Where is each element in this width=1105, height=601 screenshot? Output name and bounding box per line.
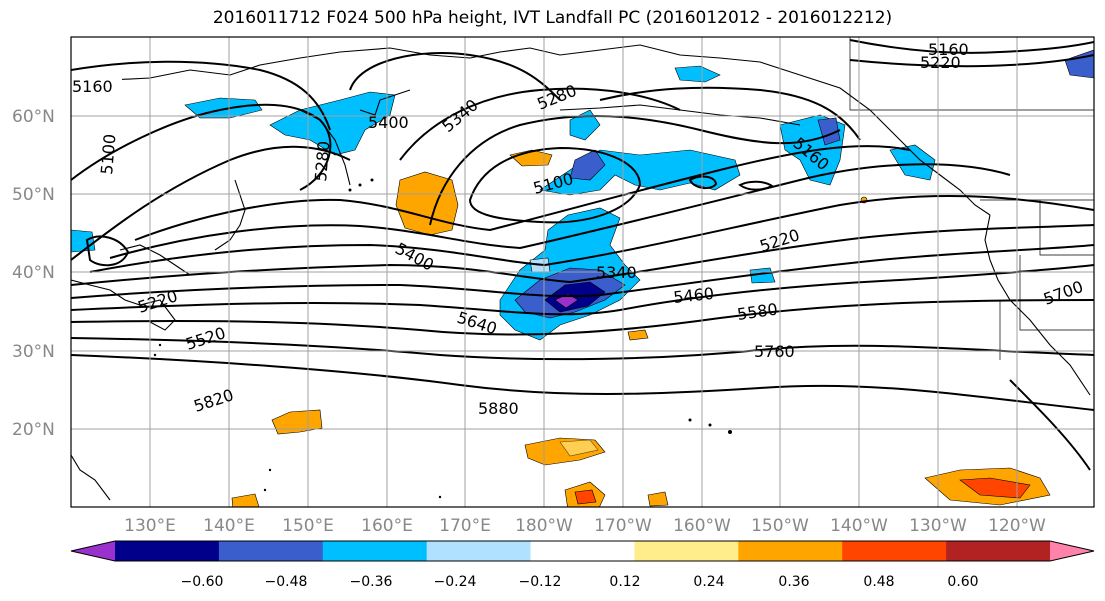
lat-label: 50°N [12,185,55,205]
lat-label: 30°N [12,342,55,362]
colorbar-tick-label: −0.12 [519,574,562,590]
lon-label: 140°E [203,516,255,536]
contour-label: 5880 [478,399,519,418]
colorbar-tick-label: 0.12 [609,574,640,590]
contour-label: 5340 [596,263,637,282]
lon-label: 160°W [673,516,731,536]
colorbar [70,540,1095,562]
map-title: 2016011712 F024 500 hPa height, IVT Land… [212,8,893,28]
colorbar-extend-low [71,541,115,561]
contour-label: 5220 [920,53,961,72]
colorbar-tick-label: −0.48 [265,574,308,590]
lon-label: 170°W [594,516,652,536]
lon-label: 170°E [439,516,491,536]
colorbar-segment [115,541,220,561]
contour-label: 5460 [672,284,714,307]
colorbar-segment [738,541,843,561]
colorbar-tick-label: 0.48 [863,574,894,590]
map-border [70,36,1095,508]
colorbar-segment [530,541,635,561]
lon-label: 130°W [909,516,967,536]
longitude-labels: 130°E 140°E 150°E 160°E 170°E 180°W 170°… [124,516,1046,536]
lon-label: 120°W [988,516,1046,536]
colorbar-segment [946,541,1051,561]
colorbar-tick-label: 0.24 [693,574,724,590]
colorbar-tick-label: −0.60 [181,574,224,590]
contour-label: 5400 [368,113,409,132]
political-boundaries [849,37,1094,360]
colorbar-outline [70,540,1095,562]
latitude-labels: 60°N 50°N 40°N 30°N 20°N [12,107,55,440]
lon-label: 160°E [361,516,413,536]
contour-label: 5160 [928,40,969,59]
contour-label: 5760 [754,342,795,361]
colorbar-tick-label: −0.24 [434,574,477,590]
colorbar-segment [322,541,428,561]
contour-label: 5100 [97,133,119,175]
lat-label: 40°N [12,263,55,283]
colorbar-extend-high [1050,541,1094,561]
lon-label: 180°W [515,516,573,536]
colorbar-segment [218,541,324,561]
colorbar-tick-label: 0.36 [778,574,809,590]
contour-label: 5160 [72,77,113,96]
colorbar-segment [842,541,947,561]
lon-label: 140°W [830,516,888,536]
lon-label: 150°W [751,516,809,536]
colorbar-tick-label: −0.36 [350,574,393,590]
contour-label: 5280 [311,140,333,182]
graticule [71,37,1094,507]
lon-label: 150°E [282,516,334,536]
lon-label: 130°E [124,516,176,536]
island-dots [153,178,732,499]
colorbar-segment [426,541,532,561]
lat-label: 20°N [12,420,55,440]
colorbar-ticks: −0.60 −0.48 −0.36 −0.24 −0.12 0.12 0.24 … [181,574,979,590]
colorbar-segment [634,541,739,561]
lat-label: 60°N [12,107,55,127]
colorbar-tick-label: 0.60 [947,574,978,590]
